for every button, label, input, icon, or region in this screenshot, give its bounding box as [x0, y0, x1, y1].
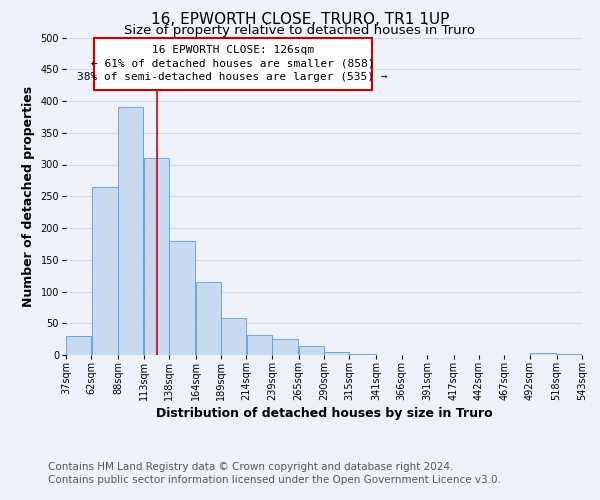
Bar	[530, 353, 556, 355]
Bar	[169, 240, 196, 355]
Text: Size of property relative to detached houses in Truro: Size of property relative to detached ho…	[125, 24, 476, 37]
Text: Contains public sector information licensed under the Open Government Licence v3: Contains public sector information licen…	[48, 475, 501, 485]
Bar	[196, 282, 221, 355]
Y-axis label: Number of detached properties: Number of detached properties	[22, 86, 35, 307]
Text: 16, EPWORTH CLOSE, TRURO, TR1 1UP: 16, EPWORTH CLOSE, TRURO, TR1 1UP	[151, 12, 449, 28]
Bar	[92, 186, 118, 355]
Bar	[118, 108, 143, 355]
Bar	[324, 352, 349, 355]
Bar	[557, 354, 582, 355]
FancyBboxPatch shape	[94, 38, 372, 90]
Bar	[299, 346, 324, 355]
Bar	[143, 158, 169, 355]
Text: Contains HM Land Registry data © Crown copyright and database right 2024.: Contains HM Land Registry data © Crown c…	[48, 462, 454, 472]
Bar	[272, 339, 298, 355]
Bar	[350, 354, 376, 355]
Text: 16 EPWORTH CLOSE: 126sqm
← 61% of detached houses are smaller (858)
38% of semi-: 16 EPWORTH CLOSE: 126sqm ← 61% of detach…	[77, 46, 388, 82]
X-axis label: Distribution of detached houses by size in Truro: Distribution of detached houses by size …	[155, 407, 493, 420]
Bar	[221, 318, 247, 355]
Bar	[66, 336, 91, 355]
Bar	[247, 334, 272, 355]
